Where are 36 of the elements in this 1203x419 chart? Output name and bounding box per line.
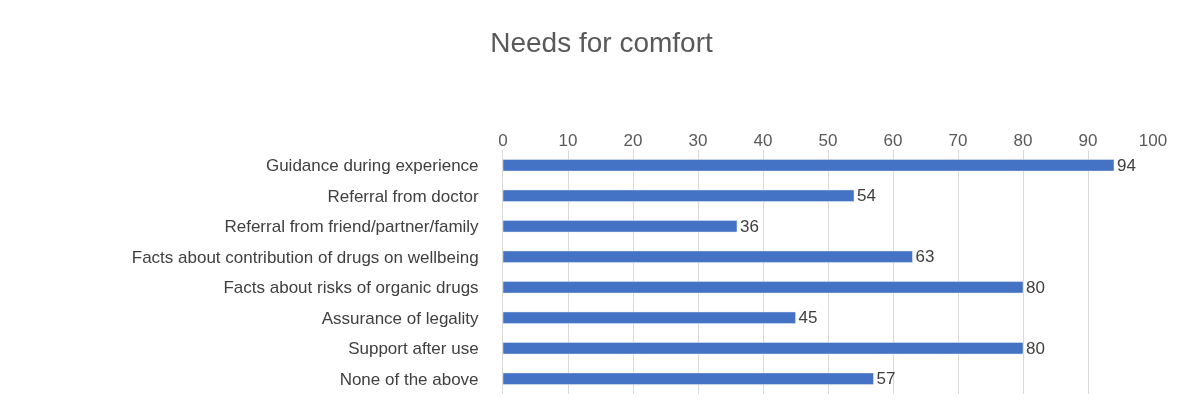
- x-tick-label: 30: [688, 130, 708, 150]
- x-tick-label: 70: [948, 130, 968, 150]
- x-tick-label: 20: [623, 130, 643, 150]
- y-tick-label: Facts about contribution of drugs on wellbeing: [131, 247, 479, 267]
- data-label: 57: [876, 369, 896, 389]
- data-label: 80: [1026, 338, 1045, 358]
- x-tick-label: 90: [1078, 130, 1098, 150]
- y-tick-label: Support after use: [348, 339, 479, 359]
- x-tick-label: 10: [558, 130, 578, 150]
- bar: [503, 342, 1024, 355]
- x-tick-label: 40: [753, 130, 773, 150]
- data-label: 80: [1026, 277, 1045, 297]
- y-tick-label: Referral from doctor: [327, 186, 479, 206]
- bar: [503, 220, 738, 233]
- bar: [503, 281, 1024, 294]
- y-tick-label: Guidance during experience: [265, 156, 479, 176]
- data-label: 94: [1117, 155, 1136, 175]
- data-label: 54: [857, 186, 876, 206]
- y-tick-label: Referral from friend/partner/family: [224, 217, 480, 237]
- data-label: 63: [915, 247, 935, 267]
- y-tick-label: Assurance of legality: [321, 308, 480, 328]
- bar: [503, 250, 913, 263]
- bar: [503, 159, 1115, 172]
- x-tick-label: 100: [1138, 130, 1168, 150]
- x-tick-label: 80: [1013, 130, 1033, 150]
- y-tick-label: None of the above: [339, 369, 479, 389]
- bar: [503, 189, 855, 202]
- data-label: 36: [740, 216, 759, 236]
- bar: [503, 372, 874, 385]
- x-tick-label: 0: [498, 130, 508, 150]
- x-tick-label: 50: [818, 130, 838, 150]
- x-tick-label: 60: [883, 130, 903, 150]
- chart-title: Needs for comfort: [490, 26, 713, 58]
- data-label: 45: [798, 308, 818, 328]
- y-tick-label: Facts about risks of organic drugs: [223, 278, 479, 298]
- bar: [503, 311, 796, 324]
